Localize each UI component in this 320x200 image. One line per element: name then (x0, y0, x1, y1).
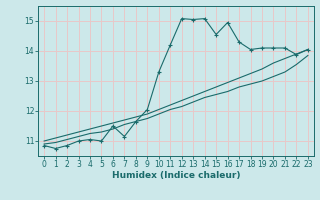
X-axis label: Humidex (Indice chaleur): Humidex (Indice chaleur) (112, 171, 240, 180)
